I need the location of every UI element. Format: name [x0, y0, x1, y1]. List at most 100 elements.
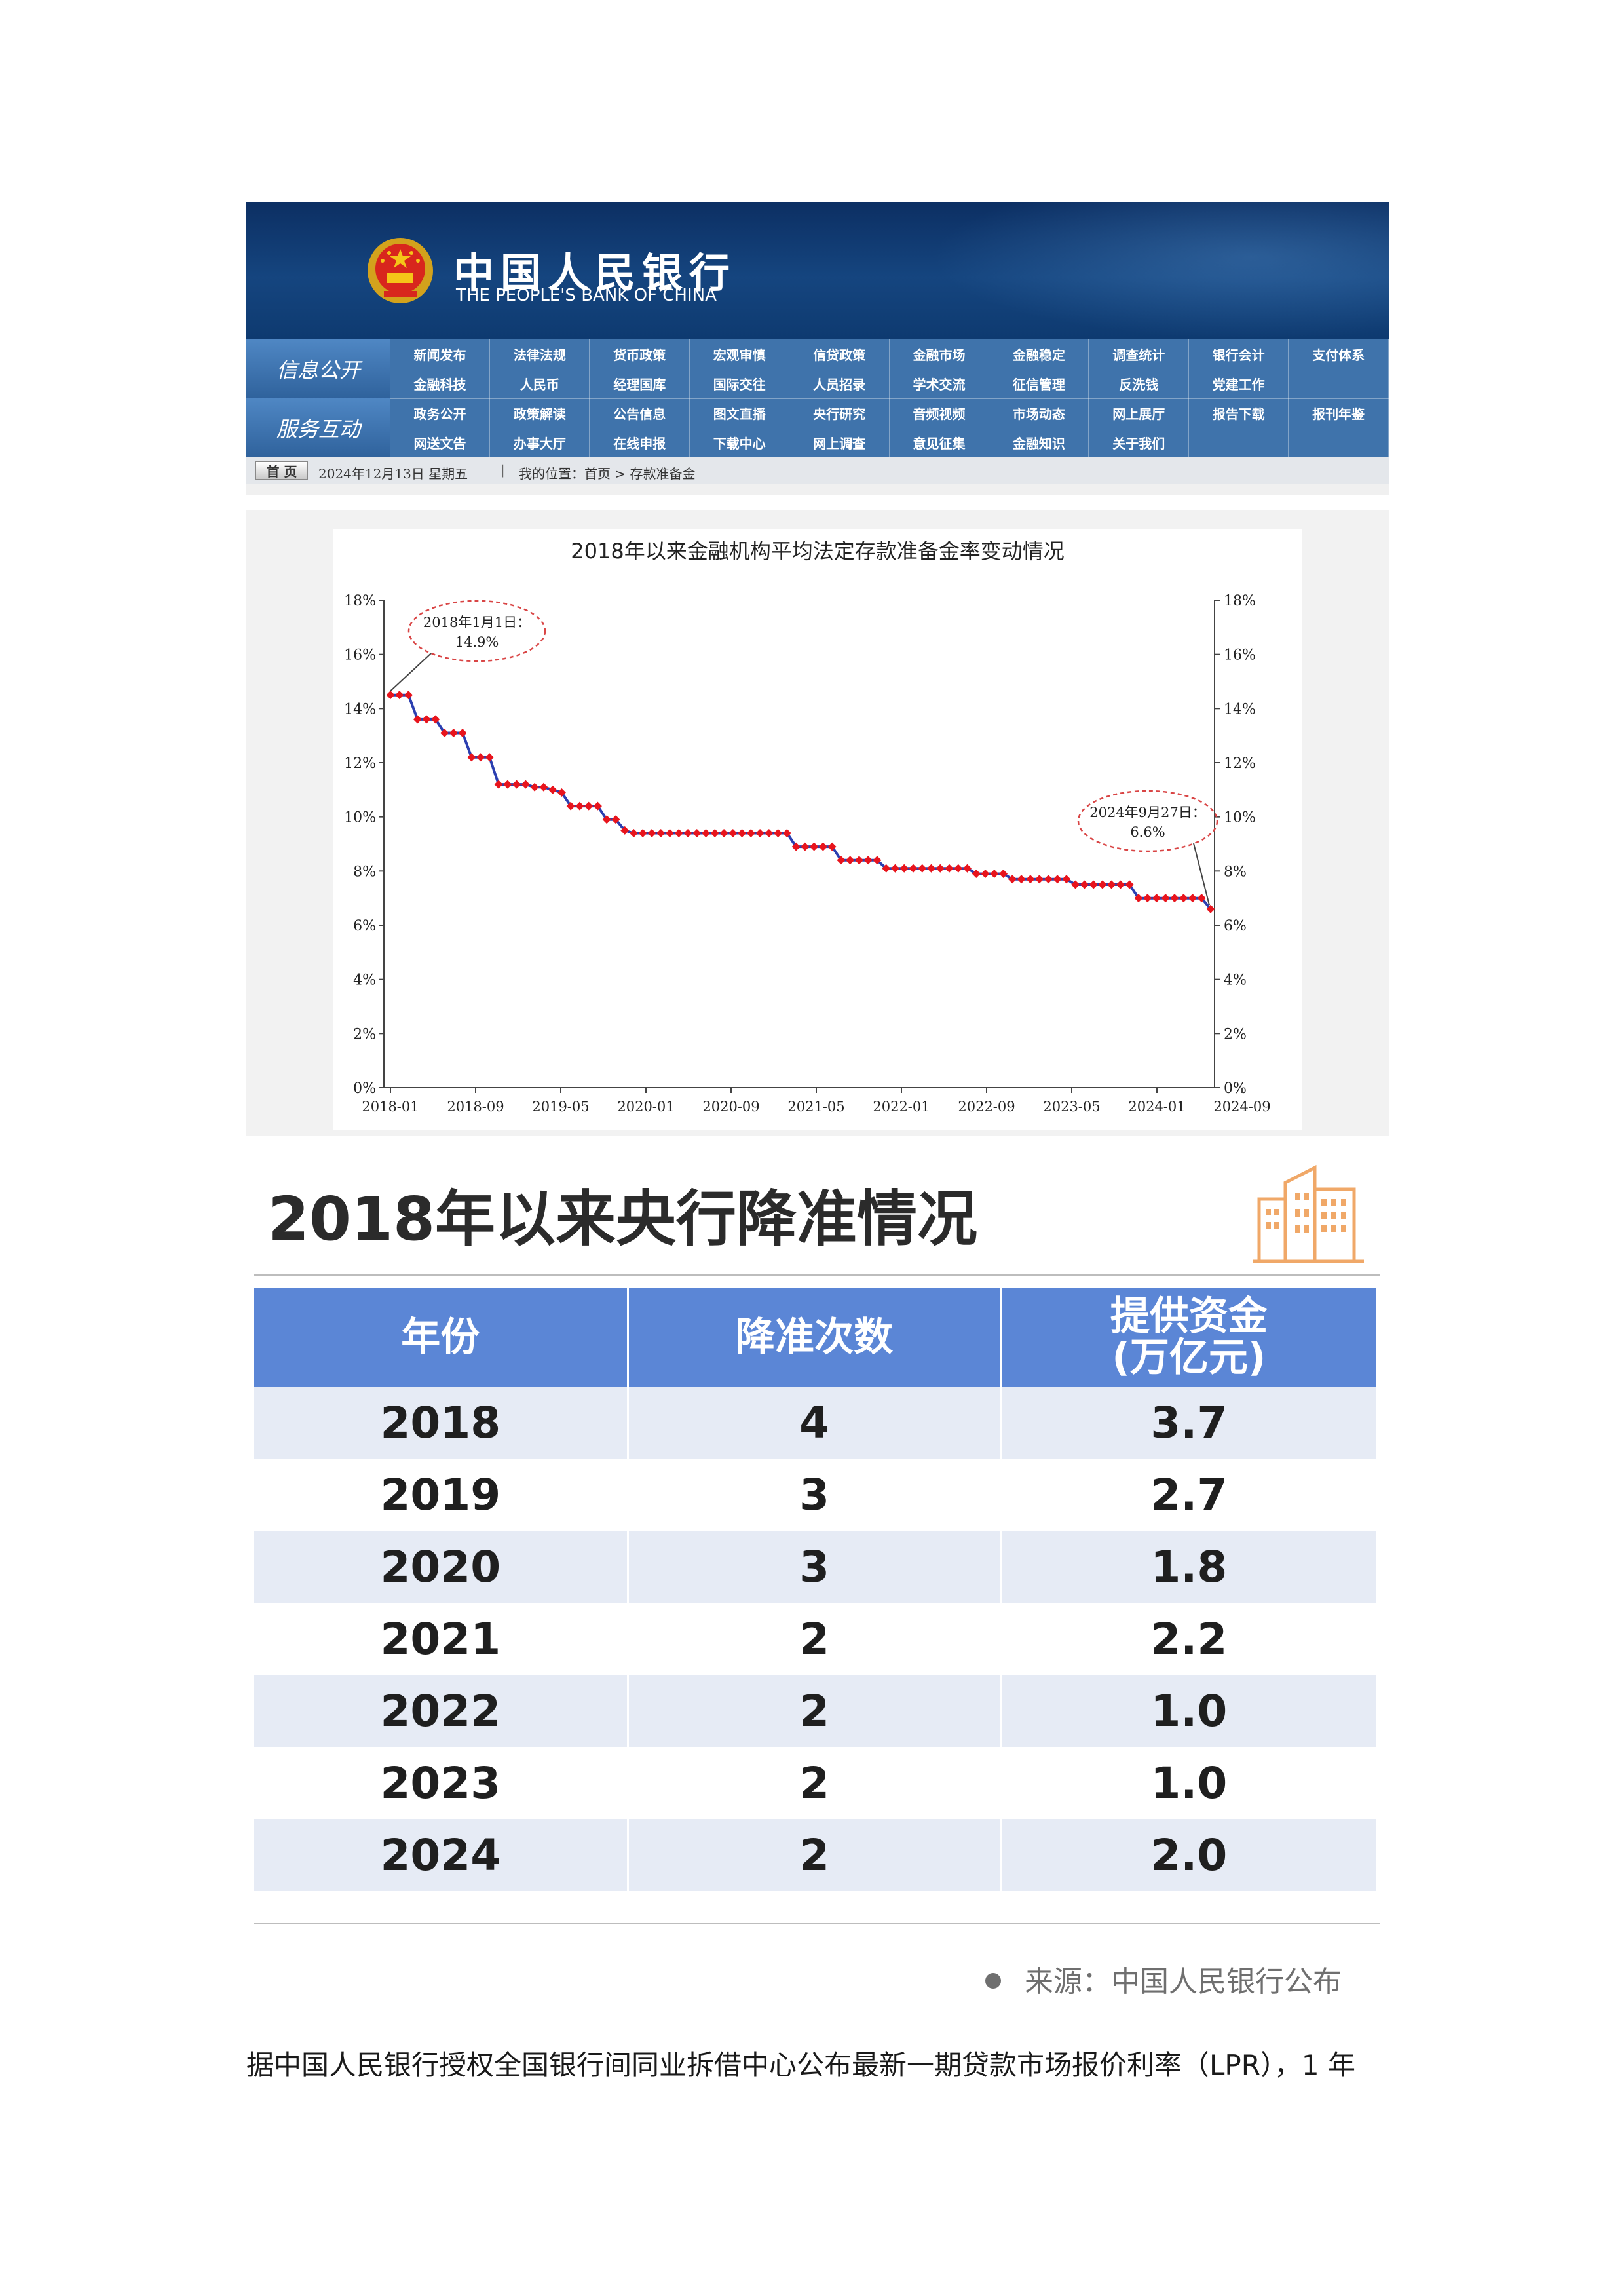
- data-point: [719, 828, 728, 837]
- nav-link[interactable]: 音频视频: [890, 398, 989, 428]
- data-point: [683, 828, 692, 837]
- nav-link[interactable]: 调查统计: [1089, 339, 1189, 369]
- nav-link[interactable]: 金融科技: [390, 369, 490, 398]
- data-point: [485, 753, 494, 762]
- rrr-cut-table: 年份 降准次数 提供资金 (万亿元) 2018 4 3.7 2019 3 2.7 2020 3…: [254, 1288, 1376, 1891]
- nav-section-info-disclosure[interactable]: 信息公开: [246, 339, 390, 398]
- data-point: [1026, 875, 1035, 884]
- home-button[interactable]: 首 页: [255, 461, 308, 480]
- nav-link[interactable]: 图文直播: [690, 398, 790, 428]
- nav-section-service-interaction[interactable]: 服务互动: [246, 398, 390, 457]
- nav-link[interactable]: 网上展厅: [1089, 398, 1189, 428]
- nav-link[interactable]: 反洗钱: [1089, 369, 1189, 398]
- nav-link[interactable]: 网上调查: [790, 428, 890, 457]
- data-point: [476, 753, 485, 762]
- data-point: [999, 869, 1008, 878]
- nav-link[interactable]: 政务公开: [390, 398, 490, 428]
- data-point: [539, 782, 548, 792]
- data-point: [404, 691, 413, 700]
- nav-link[interactable]: 党建工作: [1189, 369, 1289, 398]
- y-tick-label-right: 16%: [1224, 647, 1256, 664]
- y-tick-label-left: 6%: [353, 918, 376, 934]
- data-point: [863, 856, 873, 865]
- nav-link[interactable]: 意见征集: [890, 428, 989, 457]
- nav-link[interactable]: 经理国库: [590, 369, 690, 398]
- data-point: [926, 864, 935, 873]
- nav-link[interactable]: 办事大厅: [490, 428, 590, 457]
- data-point: [981, 869, 990, 878]
- nav-link[interactable]: 银行会计: [1189, 339, 1289, 369]
- nav-divider: [390, 398, 1389, 399]
- nav-link[interactable]: 人员招录: [790, 369, 890, 398]
- nav-link[interactable]: 关于我们: [1089, 428, 1189, 457]
- x-tick-label: 2018-01: [362, 1099, 419, 1115]
- nav-link[interactable]: 支付体系: [1289, 339, 1389, 369]
- nav-link[interactable]: 央行研究: [790, 398, 890, 428]
- nav-link[interactable]: 金融市场: [890, 339, 989, 369]
- table-bottom-divider: [254, 1923, 1380, 1924]
- main-navigation: 信息公开 服务互动 新闻发布 法律法规 货币政策 宏观审慎 信贷政策 金融市场 金融稳定 调查…: [246, 339, 1389, 457]
- x-tick-label: 2019-05: [532, 1099, 589, 1115]
- data-point: [1107, 880, 1116, 889]
- data-point: [548, 785, 557, 794]
- nav-link[interactable]: 公告信息: [590, 398, 690, 428]
- y-tick-label-left: 0%: [353, 1081, 376, 1097]
- callout-end-bubble: [1077, 790, 1218, 852]
- source-note: 来源：中国人民银行公布: [985, 1958, 1342, 2000]
- nav-link[interactable]: 法律法规: [490, 339, 590, 369]
- cell-year: 2024: [254, 1819, 629, 1891]
- nav-link[interactable]: 新闻发布: [390, 339, 490, 369]
- data-point: [1062, 875, 1071, 884]
- rrr-line-chart: 2018年以来金融机构平均法定存款准备金率变动情况 0% 0% 2% 2% 4% 4% 6%…: [333, 529, 1302, 1130]
- data-point: [882, 864, 891, 873]
- table-row: 2024 2 2.0: [254, 1819, 1376, 1891]
- nav-link[interactable]: 报告下载: [1189, 398, 1289, 428]
- data-point: [1098, 880, 1107, 889]
- nav-link[interactable]: 学术交流: [890, 369, 989, 398]
- data-point: [692, 828, 702, 837]
- data-point: [1125, 880, 1134, 889]
- nav-link[interactable]: 市场动态: [989, 398, 1089, 428]
- data-point: [530, 782, 539, 792]
- data-point: [503, 780, 512, 789]
- nav-link[interactable]: 政策解读: [490, 398, 590, 428]
- callout-end-value: 6.6%: [1130, 824, 1165, 840]
- data-point: [818, 842, 827, 851]
- y-tick-label-left: 8%: [353, 864, 376, 880]
- nav-link[interactable]: 货币政策: [590, 339, 690, 369]
- data-point: [909, 864, 918, 873]
- data-point: [656, 828, 666, 837]
- y-tick-label-left: 14%: [344, 701, 376, 718]
- data-point: [1053, 875, 1062, 884]
- data-point: [935, 864, 945, 873]
- nav-link[interactable]: 下载中心: [690, 428, 790, 457]
- nav-link[interactable]: 宏观审慎: [690, 339, 790, 369]
- nav-link[interactable]: 金融知识: [989, 428, 1089, 457]
- data-point: [1089, 880, 1098, 889]
- breadcrumb: 我的位置：首页 > 存款准备金: [519, 466, 696, 482]
- callout-end-date: 2024年9月27日：: [1089, 805, 1206, 820]
- rrr-series-line: [390, 693, 1212, 910]
- callout-start-bubble: [407, 600, 546, 662]
- data-point: [873, 856, 882, 865]
- nav-link[interactable]: 信贷政策: [790, 339, 890, 369]
- data-point: [765, 828, 774, 837]
- y-tick-label-right: 12%: [1224, 756, 1256, 772]
- y-tick-label-right: 6%: [1224, 918, 1247, 934]
- table-body: 2018 4 3.7 2019 3 2.7 2020 3 1.8 2021 2 2.2 2022 2 1.0…: [254, 1387, 1376, 1891]
- nav-link[interactable]: 金融稳定: [989, 339, 1089, 369]
- nav-link[interactable]: 在线申报: [590, 428, 690, 457]
- table-row: 2019 3 2.7: [254, 1459, 1376, 1531]
- nav-link[interactable]: 网送文告: [390, 428, 490, 457]
- y-tick-label-right: 4%: [1224, 972, 1247, 989]
- nav-link[interactable]: 国际交往: [690, 369, 790, 398]
- nav-link[interactable]: 征信管理: [989, 369, 1089, 398]
- y-tick-label-right: 14%: [1224, 701, 1256, 718]
- bank-name-english: THE PEOPLE'S BANK OF CHINA: [456, 286, 717, 305]
- data-point: [990, 869, 999, 878]
- data-point: [1143, 894, 1152, 903]
- nav-link[interactable]: 报刊年鉴: [1289, 398, 1389, 428]
- data-point: [602, 815, 611, 824]
- x-tick-label: 2020-01: [617, 1099, 674, 1115]
- nav-link[interactable]: 人民币: [490, 369, 590, 398]
